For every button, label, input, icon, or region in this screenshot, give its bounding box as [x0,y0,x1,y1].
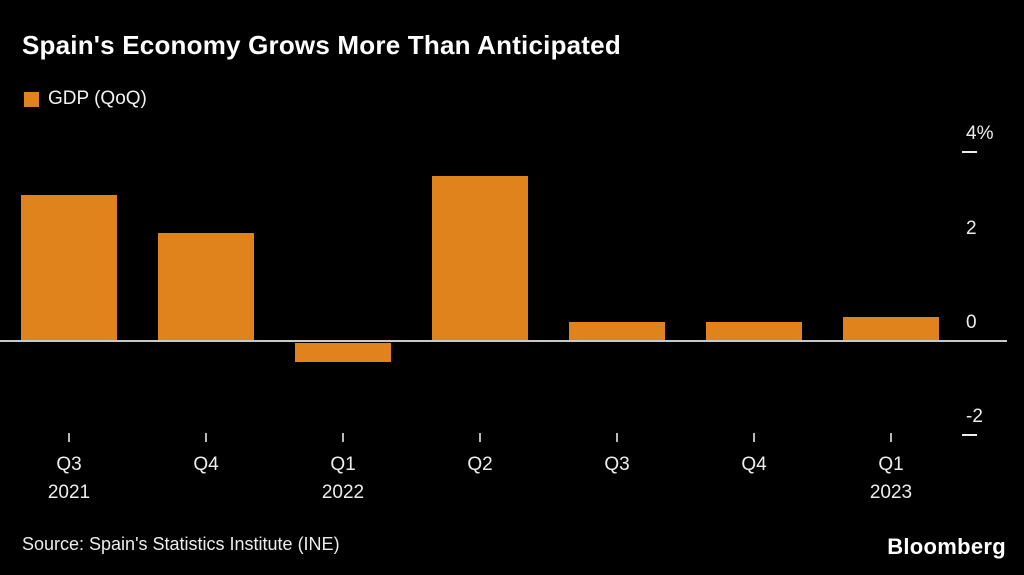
bloomberg-logo: Bloomberg [887,534,1006,559]
chart-title: Spain's Economy Grows More Than Anticipa… [22,30,621,60]
y-axis-label-4: 4% [966,123,994,145]
x-axis-label-quarter: Q1 [878,454,904,475]
y-axis-tick-mark [962,434,977,437]
bar-q3-2022 [569,322,665,341]
x-axis-label-year: 2023 [869,482,913,503]
y-axis-label-2: 2 [966,217,977,239]
x-axis-tick-mark [479,433,481,442]
y-axis-tick-mark [962,151,977,154]
source-note: Source: Spain's Statistics Institute (IN… [22,534,340,554]
y-axis-label-0: 0 [966,312,977,333]
x-axis-label-quarter: Q1 [330,454,356,475]
bar-q2-2022 [432,175,528,341]
x-axis-tick-mark [205,433,207,442]
bar-q4-2022 [706,322,802,341]
x-axis-label-quarter: Q3 [56,454,82,475]
bar-q3-2021 [21,194,117,341]
x-axis-tick-mark [68,433,70,442]
x-axis-tick-mark [753,433,755,442]
x-axis-label-year: 2022 [321,482,365,503]
x-axis-label-quarter: Q4 [741,454,767,475]
zero-baseline [0,340,1007,342]
bar-q1-2022 [295,343,391,362]
x-axis-label-quarter: Q4 [193,454,219,475]
legend-swatch-icon [24,91,39,107]
bar-q1-2023 [843,317,939,341]
legend-label: GDP (QoQ) [48,88,147,109]
x-axis-tick-mark [342,433,344,442]
bar-q4-2021 [158,232,254,341]
x-axis-label-year: 2021 [47,482,91,503]
y-axis-label-neg2: -2 [966,406,983,428]
x-axis-label-quarter: Q2 [467,454,493,475]
x-axis-tick-mark [616,433,618,442]
x-axis-label-quarter: Q3 [604,454,630,475]
legend: GDP (QoQ) [24,88,147,110]
x-axis-tick-mark [890,433,892,442]
